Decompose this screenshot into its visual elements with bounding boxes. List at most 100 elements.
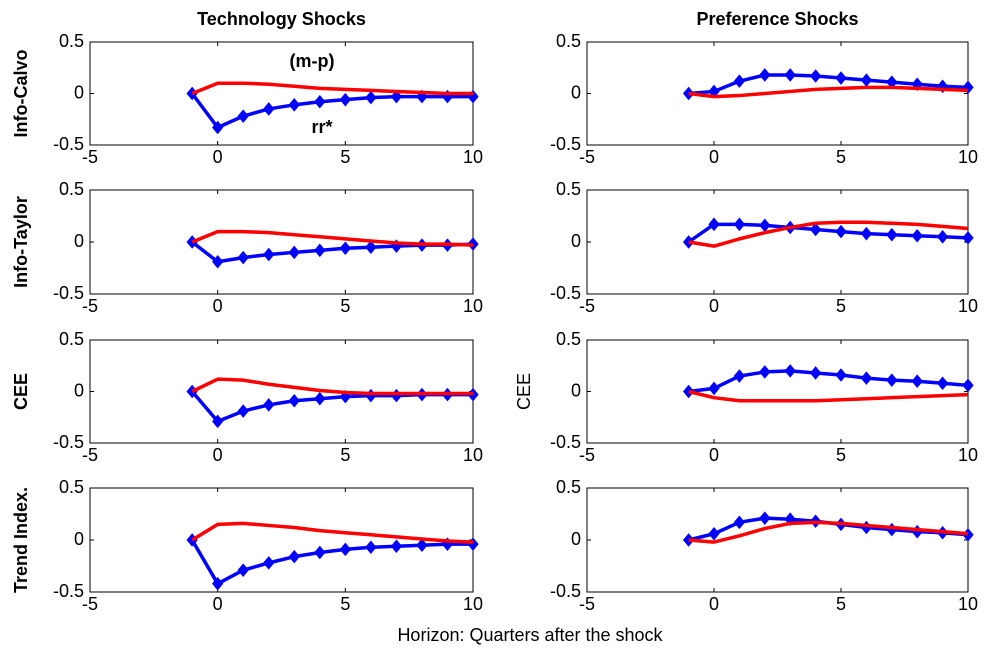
marker <box>809 366 822 380</box>
marker <box>237 109 249 123</box>
marker <box>288 98 300 112</box>
marker <box>962 378 974 393</box>
y-axis-label: Info-Calvo <box>11 49 31 137</box>
y-tick-label: -0.5 <box>550 283 581 303</box>
y-tick-label: 0.5 <box>556 179 581 199</box>
x-tick-label: -5 <box>579 445 595 465</box>
series-line <box>688 389 969 403</box>
y-axis-label: Info-Taylor <box>11 196 31 288</box>
y-tick-label: 0.5 <box>556 329 581 349</box>
marker <box>860 226 873 241</box>
x-tick-label: -5 <box>82 594 98 614</box>
marker <box>314 94 326 109</box>
marker <box>708 526 720 541</box>
x-tick-label: 10 <box>958 594 978 614</box>
y-tick-label: 0.5 <box>59 477 84 497</box>
marker <box>708 381 720 396</box>
marker <box>263 556 275 570</box>
x-tick-label: 0 <box>709 594 719 614</box>
marker <box>212 120 224 135</box>
marker <box>339 241 351 256</box>
x-tick-label: 10 <box>463 445 483 465</box>
y-tick-label: -0.5 <box>53 581 84 601</box>
x-tick-label: 5 <box>836 594 846 614</box>
series-line <box>191 81 473 96</box>
x-tick-label: 5 <box>340 445 350 465</box>
x-tick-label: -5 <box>579 147 595 167</box>
marker <box>911 228 923 243</box>
y-tick-label: 0.5 <box>59 179 84 199</box>
x-tick-label: 5 <box>340 147 350 167</box>
y-tick-label: -0.5 <box>53 283 84 303</box>
marker <box>288 393 300 408</box>
plot-area <box>89 339 474 444</box>
marker <box>263 102 275 116</box>
y-tick-label: 0 <box>571 82 581 102</box>
marker <box>809 69 822 83</box>
marker <box>835 368 847 382</box>
marker <box>288 549 300 564</box>
y-tick-label: -0.5 <box>550 581 581 601</box>
marker <box>365 240 377 254</box>
y-axis-label: Trend Index. <box>11 487 31 593</box>
x-axis-label: Horizon: Quarters after the shock <box>397 625 663 645</box>
marker <box>416 538 428 552</box>
marker <box>212 414 224 429</box>
x-tick-label: 10 <box>463 147 483 167</box>
marker <box>212 254 224 269</box>
marker <box>733 369 746 383</box>
marker <box>835 71 847 85</box>
x-tick-label: 0 <box>213 445 223 465</box>
y-tick-label: 0.5 <box>59 31 84 51</box>
x-tick-label: 5 <box>340 296 350 316</box>
marker <box>212 576 224 591</box>
marker <box>911 374 923 388</box>
x-tick-label: 0 <box>213 594 223 614</box>
marker <box>835 224 847 239</box>
x-tick-label: 5 <box>836 147 846 167</box>
x-tick-label: 5 <box>836 296 846 316</box>
x-tick-label: 0 <box>709 296 719 316</box>
marker <box>962 231 974 245</box>
marker <box>759 511 771 525</box>
marker <box>314 391 326 406</box>
series-line <box>688 520 969 544</box>
y-tick-label: 0 <box>74 231 84 251</box>
marker <box>733 515 746 530</box>
marker <box>886 373 898 387</box>
marker <box>365 90 377 105</box>
marker <box>733 74 746 88</box>
marker <box>733 217 746 232</box>
subplot-title: Preference Shocks <box>696 9 858 29</box>
marker <box>390 89 403 104</box>
y-tick-label: -0.5 <box>550 134 581 154</box>
marker <box>759 68 771 82</box>
y-tick-label: -0.5 <box>550 432 581 452</box>
plot-area <box>89 189 474 295</box>
marker <box>263 398 275 412</box>
x-tick-label: 0 <box>709 147 719 167</box>
marker <box>263 247 275 262</box>
marker <box>784 68 796 82</box>
series-line <box>191 229 474 247</box>
x-tick-label: 0 <box>709 445 719 465</box>
marker <box>708 217 720 232</box>
series-line <box>191 377 473 396</box>
y-tick-label: 0.5 <box>556 477 581 497</box>
marker <box>288 245 300 260</box>
marker <box>860 371 873 385</box>
y-tick-label: 0 <box>74 529 84 549</box>
annotation: (m-p) <box>290 51 335 71</box>
x-tick-label: -5 <box>579 296 595 316</box>
x-tick-label: 10 <box>958 296 978 316</box>
marker <box>237 250 249 265</box>
plot-area <box>586 189 969 295</box>
marker <box>809 222 822 237</box>
series-line <box>191 521 474 544</box>
x-tick-label: 10 <box>958 445 978 465</box>
series-line <box>688 220 969 248</box>
marker <box>339 92 351 107</box>
marker <box>784 364 796 378</box>
x-tick-label: 10 <box>958 147 978 167</box>
y-tick-label: 0.5 <box>556 31 581 51</box>
